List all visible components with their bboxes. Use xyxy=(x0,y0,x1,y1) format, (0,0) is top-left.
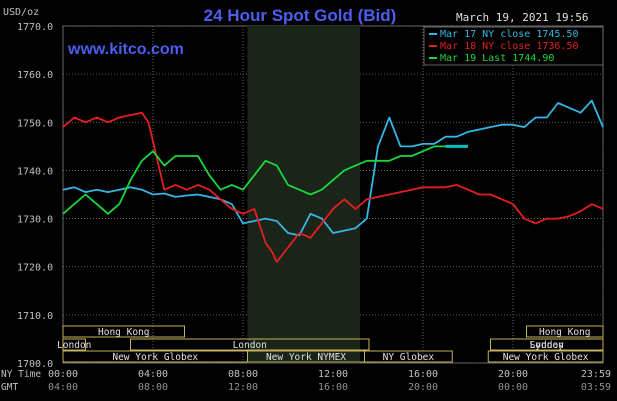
y-tick-label: 1760.0 xyxy=(17,70,53,81)
x-tick-label-gmt: 12:00 xyxy=(228,382,258,393)
series-line-3 xyxy=(62,145,468,215)
session-label: Hong Kong xyxy=(98,327,149,338)
x-tick-label-ny: 20:00 xyxy=(498,369,528,380)
session-box xyxy=(490,338,604,351)
x-row-label-ny: NY Time xyxy=(1,369,41,380)
session-label: New York NYMEX xyxy=(266,352,346,363)
x-tick-label-ny: 04:00 xyxy=(138,369,168,380)
x-tick-label-gmt: 03:59 xyxy=(581,382,611,393)
series-layer xyxy=(62,99,604,263)
x-tick-label-gmt: 04:00 xyxy=(48,382,78,393)
nymex-session-shade xyxy=(247,26,360,363)
chart-timestamp: March 19, 2021 19:56 xyxy=(456,11,588,24)
session-box xyxy=(487,350,604,363)
x-row-label-gmt: GMT xyxy=(1,382,18,393)
session-label: London xyxy=(530,340,564,351)
y-tick-label: 1750.0 xyxy=(17,118,53,129)
y-tick-label: 1700.0 xyxy=(17,359,53,370)
x-tick-label-ny: 00:00 xyxy=(48,369,78,380)
nymex-shade-layer xyxy=(247,26,360,363)
legend-box xyxy=(423,26,604,66)
session-label: New York Globex xyxy=(112,352,198,363)
session-label: London xyxy=(57,340,91,351)
session-box xyxy=(130,338,370,351)
session-label: Hong Kong xyxy=(539,327,590,338)
session-label: Sydney xyxy=(530,340,565,351)
y-axis-unit-label: USD/oz xyxy=(3,7,39,18)
x-tick-label-ny: 08:00 xyxy=(228,369,258,380)
y-tick-label: 1770.0 xyxy=(17,22,53,33)
session-box xyxy=(62,338,86,351)
session-box xyxy=(62,325,185,338)
series-line-2 xyxy=(62,111,604,263)
axis-labels: 1770.0 1760.0 1750.0 1740.0 1730.0 1720.0 1710… xyxy=(1,22,611,393)
session-label: London xyxy=(233,340,267,351)
chart-title: 24 Hour Spot Gold (Bid) xyxy=(204,6,397,25)
session-label: NY Globex xyxy=(383,352,435,363)
x-tick-label-ny: 12:00 xyxy=(318,369,348,380)
legend-entry: Mar 17 NY close 1745.50 xyxy=(440,29,578,40)
x-tick-label-ny: 16:00 xyxy=(408,369,438,380)
y-tick-label: 1710.0 xyxy=(17,311,53,322)
legend-entry: Mar 19 Last 1744.90 xyxy=(440,53,554,64)
x-tick-label-gmt: 16:00 xyxy=(318,382,348,393)
y-tick-label: 1730.0 xyxy=(17,215,53,226)
x-tick-label-gmt: 20:00 xyxy=(408,382,438,393)
x-tick-label-ny: 23:59 xyxy=(581,369,611,380)
watermark-site-url: www.kitco.com xyxy=(67,41,184,58)
series-line-1 xyxy=(62,99,604,237)
y-tick-label: 1740.0 xyxy=(17,166,53,177)
y-tick-label: 1720.0 xyxy=(17,263,53,274)
session-label: New York Globex xyxy=(503,352,589,363)
x-tick-label-gmt: 00:00 xyxy=(498,382,528,393)
session-box xyxy=(364,350,453,363)
session-box xyxy=(526,325,604,338)
legend-entry: Mar 18 NY close 1736.50 xyxy=(440,41,578,52)
x-tick-label-gmt: 08:00 xyxy=(138,382,168,393)
